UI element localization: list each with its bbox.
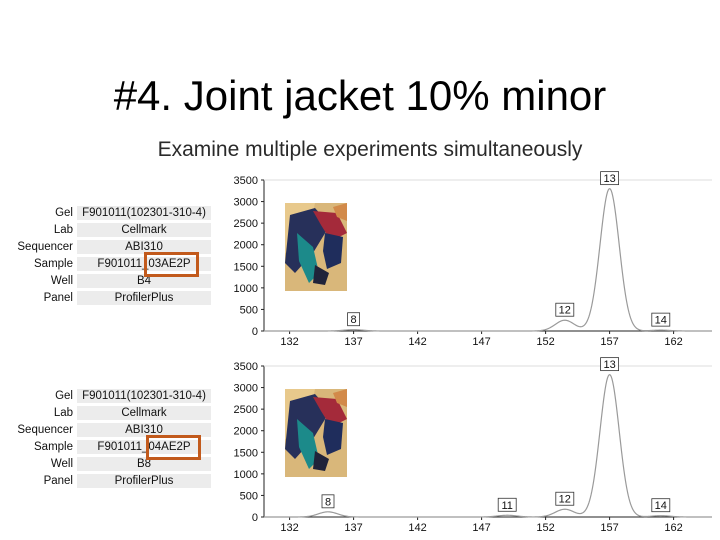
meta-value-sample: F901011_04AE2P xyxy=(77,440,211,454)
sample-highlight-box xyxy=(146,435,201,460)
x-tick-label: 137 xyxy=(344,522,362,534)
x-tick-label: 137 xyxy=(344,336,362,348)
peak-label-box xyxy=(321,494,335,509)
y-tick-label: 0 xyxy=(252,326,258,338)
x-tick-label: 157 xyxy=(600,522,618,534)
sample-highlight-box xyxy=(144,252,199,277)
meta-label: Well xyxy=(50,275,73,287)
meta-value-gel: F901011(102301-310-4) xyxy=(77,206,211,220)
meta-label: Sequencer xyxy=(17,241,73,253)
peak-label: 14 xyxy=(655,500,667,512)
y-tick-label: 0 xyxy=(252,512,258,524)
meta-label: Sample xyxy=(34,441,73,453)
x-tick-label: 147 xyxy=(472,336,490,348)
y-tick-label: 3500 xyxy=(234,175,258,187)
peak-label-box xyxy=(600,171,619,186)
meta-label: Panel xyxy=(43,475,73,487)
x-tick-label: 132 xyxy=(280,336,298,348)
peak-label-box xyxy=(555,302,575,317)
trace-line xyxy=(264,373,712,518)
y-tick-label: 1500 xyxy=(234,447,258,459)
y-tick-label: 500 xyxy=(240,304,258,316)
meta-label: Lab xyxy=(53,224,73,236)
peak-label: 8 xyxy=(351,314,357,326)
x-tick-label: 157 xyxy=(600,336,618,348)
x-tick-label: 152 xyxy=(536,336,554,348)
x-tick-label: 142 xyxy=(408,522,426,534)
y-tick-label: 3000 xyxy=(234,383,258,395)
y-tick-label: 1000 xyxy=(234,469,258,481)
y-tick-label: 2000 xyxy=(234,240,258,252)
x-tick-label: 162 xyxy=(664,336,682,348)
trace-line xyxy=(264,187,712,332)
x-tick-label: 147 xyxy=(472,522,490,534)
y-tick-label: 1500 xyxy=(234,261,258,273)
meta-value-well: B8 xyxy=(77,457,211,471)
meta-value-well: B4 xyxy=(77,274,211,288)
y-tick-label: 2500 xyxy=(234,404,258,416)
y-tick-label: 3500 xyxy=(234,361,258,373)
meta-value-panel: ProfilerPlus xyxy=(77,291,211,305)
peak-label-box xyxy=(600,357,619,372)
peak-label: 14 xyxy=(655,315,667,327)
y-tick-label: 500 xyxy=(240,490,258,502)
peak-label-box xyxy=(555,491,575,506)
meta-value-lab: Cellmark xyxy=(77,406,211,420)
y-tick-label: 2500 xyxy=(234,218,258,230)
peak-label-box xyxy=(651,498,671,513)
peak-label: 12 xyxy=(559,494,571,506)
x-tick-label: 162 xyxy=(664,522,682,534)
meta-value-lab: Cellmark xyxy=(77,223,211,237)
slide-subtitle: Examine multiple experiments simultaneou… xyxy=(157,138,583,161)
x-tick-label: 132 xyxy=(280,522,298,534)
evidence-photo-2 xyxy=(285,389,347,477)
meta-label: Lab xyxy=(53,407,73,419)
evidence-photo-1 xyxy=(285,203,347,291)
meta-label: Gel xyxy=(55,207,73,219)
y-tick-label: 1000 xyxy=(234,283,258,295)
peak-label: 12 xyxy=(559,305,571,317)
peak-label-box xyxy=(651,312,671,327)
meta-label: Panel xyxy=(43,292,73,304)
meta-label: Sequencer xyxy=(17,424,73,436)
peak-label-box xyxy=(497,497,517,512)
peak-label: 13 xyxy=(603,173,615,185)
meta-value-panel: ProfilerPlus xyxy=(77,474,211,488)
y-tick-label: 3000 xyxy=(234,197,258,209)
x-tick-label: 142 xyxy=(408,336,426,348)
peak-label: 8 xyxy=(325,496,331,508)
meta-value-sequencer: ABI310 xyxy=(77,240,211,254)
meta-value-gel: F901011(102301-310-4) xyxy=(77,389,211,403)
peak-label: 13 xyxy=(603,359,615,371)
x-tick-label: 152 xyxy=(536,522,554,534)
meta-label: Gel xyxy=(55,390,73,402)
meta-value-sequencer: ABI310 xyxy=(77,423,211,437)
y-tick-label: 2000 xyxy=(234,426,258,438)
meta-label: Sample xyxy=(34,258,73,270)
peak-label: 11 xyxy=(501,500,512,512)
meta-label: Well xyxy=(50,458,73,470)
slide-title: #4. Joint jacket 10% minor xyxy=(113,72,607,119)
peak-label-box xyxy=(347,312,361,327)
